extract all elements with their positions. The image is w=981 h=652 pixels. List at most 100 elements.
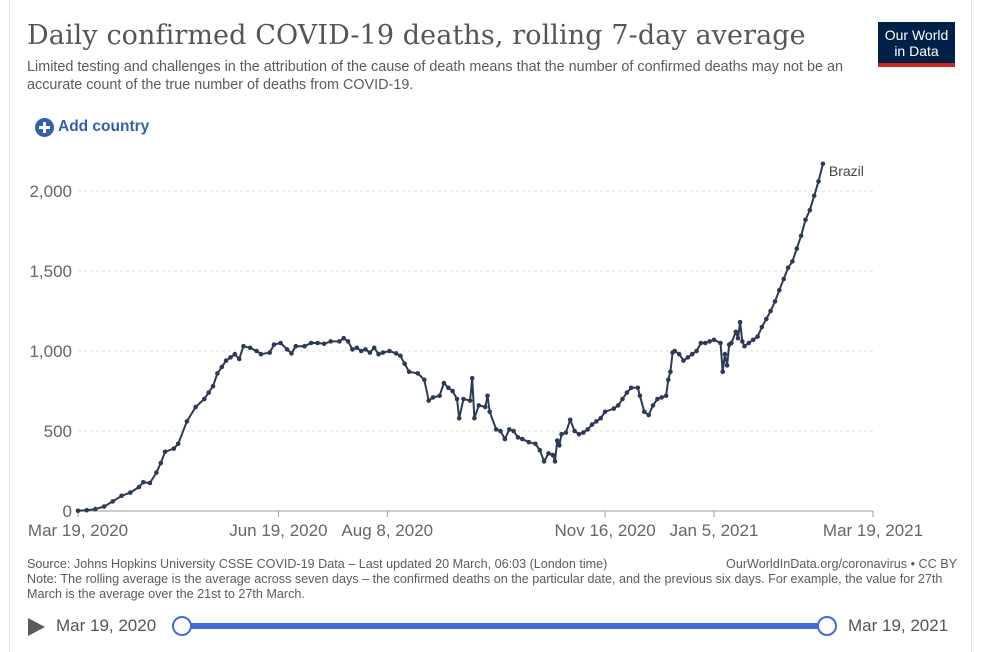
data-point[interactable]	[585, 427, 590, 432]
data-point[interactable]	[811, 193, 817, 199]
data-point[interactable]	[567, 417, 573, 423]
data-point[interactable]	[476, 403, 482, 408]
data-point[interactable]	[228, 355, 233, 360]
series-line-brazil[interactable]	[77, 163, 824, 512]
data-point[interactable]	[554, 438, 560, 443]
data-point[interactable]	[289, 351, 294, 356]
data-point[interactable]	[550, 452, 556, 458]
data-point[interactable]	[637, 393, 643, 399]
data-point[interactable]	[594, 419, 599, 424]
data-point[interactable]	[406, 369, 412, 375]
data-point[interactable]	[655, 396, 660, 402]
data-point[interactable]	[147, 480, 153, 486]
data-point[interactable]	[777, 287, 782, 293]
data-point[interactable]	[724, 363, 730, 368]
data-point[interactable]	[302, 343, 307, 349]
data-point[interactable]	[707, 339, 712, 344]
data-point[interactable]	[668, 369, 673, 375]
data-point[interactable]	[175, 441, 181, 447]
data-point[interactable]	[681, 358, 686, 363]
data-point[interactable]	[520, 436, 525, 442]
data-point[interactable]	[110, 499, 116, 504]
data-point[interactable]	[650, 403, 656, 408]
data-point[interactable]	[345, 339, 351, 344]
data-point[interactable]	[293, 343, 299, 349]
data-point[interactable]	[75, 508, 81, 514]
data-point[interactable]	[689, 351, 695, 357]
data-point[interactable]	[624, 390, 630, 395]
data-point[interactable]	[232, 351, 238, 357]
data-point[interactable]	[247, 345, 253, 351]
data-point[interactable]	[321, 341, 327, 347]
data-point[interactable]	[511, 428, 516, 434]
data-point[interactable]	[552, 459, 558, 464]
data-point[interactable]	[820, 161, 826, 167]
data-point[interactable]	[498, 428, 503, 434]
data-point[interactable]	[376, 351, 381, 357]
data-point[interactable]	[236, 356, 242, 362]
data-point[interactable]	[402, 361, 408, 367]
data-point[interactable]	[363, 347, 368, 352]
data-point[interactable]	[154, 470, 159, 475]
data-point[interactable]	[210, 383, 216, 389]
data-point[interactable]	[746, 340, 752, 346]
data-point[interactable]	[461, 396, 466, 402]
data-point[interactable]	[430, 395, 436, 400]
data-point[interactable]	[308, 340, 314, 346]
data-point[interactable]	[141, 479, 146, 485]
data-point[interactable]	[193, 404, 198, 410]
data-point[interactable]	[755, 334, 760, 339]
data-point[interactable]	[241, 343, 246, 349]
data-point[interactable]	[337, 339, 342, 344]
data-point[interactable]	[615, 403, 621, 408]
data-point[interactable]	[676, 351, 682, 357]
data-point[interactable]	[493, 427, 499, 432]
data-point[interactable]	[469, 375, 475, 381]
data-point[interactable]	[415, 371, 421, 376]
data-point[interactable]	[267, 350, 273, 355]
data-point[interactable]	[398, 353, 403, 359]
data-point[interactable]	[219, 364, 225, 370]
data-point[interactable]	[816, 179, 821, 184]
data-point[interactable]	[718, 340, 723, 346]
data-point[interactable]	[533, 441, 538, 447]
data-point[interactable]	[807, 207, 813, 213]
data-point[interactable]	[722, 351, 728, 357]
data-point[interactable]	[254, 348, 259, 354]
timeline-track[interactable]	[182, 623, 827, 629]
data-point[interactable]	[215, 371, 220, 376]
data-point[interactable]	[740, 339, 745, 344]
data-point[interactable]	[119, 493, 124, 499]
data-point[interactable]	[642, 409, 647, 415]
timeline-end-handle[interactable]	[817, 616, 837, 636]
data-point[interactable]	[628, 385, 634, 391]
data-point[interactable]	[598, 415, 603, 421]
data-point[interactable]	[206, 390, 211, 395]
data-point[interactable]	[666, 377, 671, 383]
data-point[interactable]	[581, 430, 586, 435]
data-point[interactable]	[441, 380, 447, 386]
data-point[interactable]	[781, 276, 786, 282]
data-point[interactable]	[502, 436, 508, 442]
data-point[interactable]	[733, 329, 739, 335]
data-point[interactable]	[659, 395, 664, 400]
data-point[interactable]	[158, 460, 164, 466]
data-point[interactable]	[350, 347, 355, 352]
data-point[interactable]	[184, 419, 190, 424]
data-point[interactable]	[446, 385, 451, 391]
data-point[interactable]	[735, 335, 741, 341]
data-point[interactable]	[526, 439, 532, 445]
data-point[interactable]	[703, 340, 708, 346]
data-point[interactable]	[764, 316, 769, 322]
data-point[interactable]	[537, 447, 543, 453]
data-point[interactable]	[515, 435, 521, 440]
data-point[interactable]	[672, 348, 678, 354]
data-point[interactable]	[258, 351, 264, 357]
data-point[interactable]	[483, 404, 488, 410]
add-country-button[interactable]: Add country	[35, 116, 149, 138]
data-point[interactable]	[576, 431, 582, 437]
data-point[interactable]	[589, 422, 595, 427]
data-point[interactable]	[358, 348, 364, 354]
data-point[interactable]	[284, 347, 290, 352]
data-point[interactable]	[393, 351, 399, 356]
